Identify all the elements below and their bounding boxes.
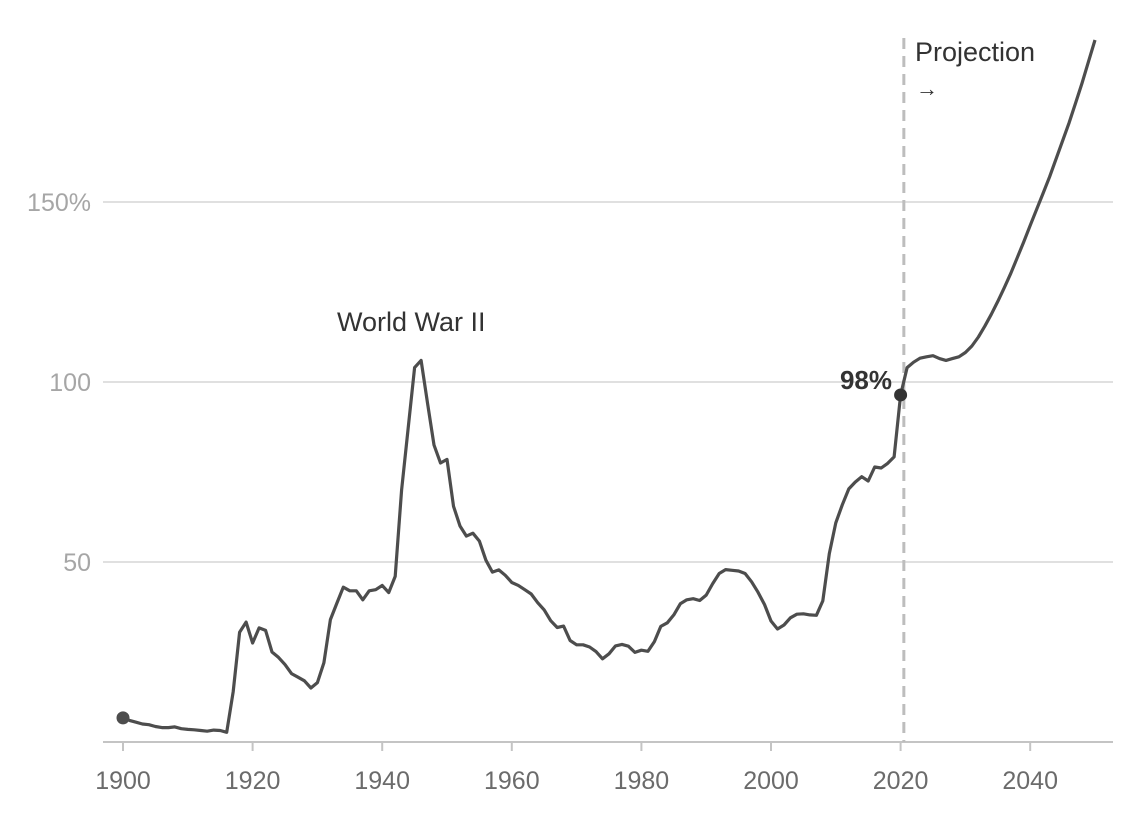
data-point-1900 — [116, 711, 130, 725]
x-tick-label: 2020 — [873, 767, 929, 795]
y-tick-label: 150% — [27, 189, 91, 217]
series-line-projection — [899, 39, 1097, 396]
x-tick-label: 2000 — [743, 767, 799, 795]
annotation-world-war-ii: World War II — [337, 307, 486, 337]
x-tick-label: 1920 — [225, 767, 281, 795]
projection-arrow-icon: → — [916, 76, 938, 101]
y-tick-label: 50 — [63, 549, 91, 577]
current-value-label: 98% — [840, 365, 892, 395]
x-axis: 1900 1920 1940 1960 1980 2000 2020 2040 — [95, 741, 1113, 795]
series-line-historical — [122, 358, 903, 734]
data-point-2020 — [894, 388, 908, 402]
x-tick-label: 1900 — [95, 767, 151, 795]
annotation-projection: Projection — [915, 37, 1035, 67]
x-tick-label: 1940 — [354, 767, 410, 795]
x-tick-label: 1960 — [484, 767, 540, 795]
y-axis: 50 100 150% — [27, 189, 91, 577]
x-tick-label: 1980 — [614, 767, 670, 795]
x-tick-label: 2040 — [1002, 767, 1058, 795]
gridlines — [103, 201, 1113, 563]
series-lines — [122, 39, 1097, 734]
highlight-points — [116, 388, 908, 725]
y-tick-label: 100 — [49, 369, 91, 397]
